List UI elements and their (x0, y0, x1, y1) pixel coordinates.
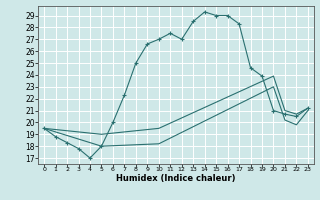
X-axis label: Humidex (Indice chaleur): Humidex (Indice chaleur) (116, 174, 236, 183)
